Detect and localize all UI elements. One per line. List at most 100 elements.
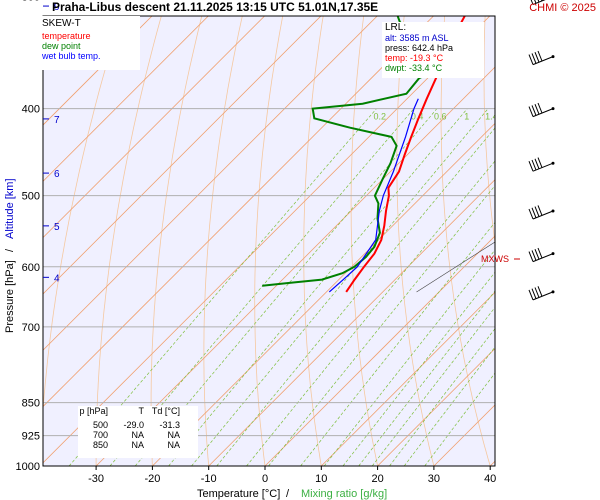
- axes: -30-20-100102030401002003004005006007008…: [16, 0, 497, 485]
- legend-item-dew-point: dew point: [42, 41, 81, 51]
- wind-barb-flag: [531, 288, 537, 299]
- wind-barb: [528, 50, 555, 66]
- grid-lines: [43, 0, 600, 466]
- table-header-temperature: T: [138, 406, 145, 416]
- legend-title: SKEW-T: [42, 18, 81, 29]
- wind-barb-flag: [534, 158, 540, 169]
- grid-labels: 0.20.40.611.4234681012141720255101520222…: [373, 80, 573, 167]
- mixing-ratio-line: [389, 328, 495, 466]
- wind-barb-dot: [551, 55, 555, 59]
- isotherm: [321, 291, 495, 466]
- table-cell: -29.0: [123, 420, 144, 430]
- wind-profile: [528, 0, 555, 301]
- wind-barb: [528, 286, 555, 301]
- pressure-tick-label: 1000: [16, 461, 40, 473]
- x-axis-label-separator: /: [286, 488, 290, 500]
- lrl-title: LRL:: [385, 22, 407, 33]
- lrl-panel: LRL: alt: 3585 m ASL press: 642.4 hPa te…: [382, 22, 484, 78]
- table-cell: NA: [131, 440, 144, 450]
- isotherm: [43, 16, 266, 239]
- legend-item-temperature: temperature: [42, 31, 91, 41]
- mixing-ratio-label: 0.2: [373, 112, 386, 122]
- mixing-ratio-label: 2: [508, 112, 513, 122]
- mixing-ratio-label: 1.4: [485, 112, 498, 122]
- wind-barb-flag: [537, 157, 543, 168]
- level-table: p [hPa] T Td [°C] 500 -29.0 -31.3 700 NA…: [78, 406, 198, 458]
- x-axis-label-temperature: Temperature [°C]: [197, 488, 280, 500]
- table-cell: NA: [167, 430, 180, 440]
- x-tick-label: 30: [428, 473, 440, 485]
- x-tick-label: 40: [484, 473, 496, 485]
- isotherm: [95, 66, 495, 466]
- mixing-ratio-label: 1: [464, 112, 469, 122]
- wind-barb-flag: [537, 50, 543, 62]
- mixing-ratio-line: [403, 346, 495, 466]
- wind-barb-flag: [531, 250, 537, 261]
- wind-barb: [528, 157, 555, 172]
- y-axis-label: Pressure [hPa] / Altitude [km]: [4, 178, 16, 333]
- mixing-ratio-line: [424, 372, 495, 466]
- isotherm-label: -10 °C: [501, 157, 527, 167]
- isotherm-label: -20: [523, 80, 536, 90]
- wind-barb-flag: [534, 0, 537, 4]
- isotherm: [43, 16, 435, 408]
- table-header-dewpoint: Td [°C]: [151, 406, 180, 416]
- isotherm: [43, 16, 378, 351]
- isotherm: [489, 460, 495, 466]
- x-tick-label: -20: [144, 473, 160, 485]
- legend: SKEW-T temperature dew point wet bulb te…: [38, 16, 140, 70]
- wind-barb-dot: [551, 209, 555, 213]
- dry-adiabat: [526, 0, 600, 466]
- pressure-tick-label: 500: [22, 191, 40, 203]
- table-header-pressure: p [hPa]: [79, 406, 108, 416]
- chart-title: Praha-Libus descent 21.11.2025 13:15 UTC…: [52, 0, 378, 14]
- wind-barb-flag: [528, 251, 534, 262]
- table-cell: NA: [167, 440, 180, 450]
- wind-barb-flag: [528, 106, 534, 117]
- isotherm: [208, 179, 495, 466]
- wind-barb-flag: [537, 102, 543, 114]
- wind-barb-flag: [537, 286, 543, 297]
- y-axis-label-separator: /: [4, 248, 16, 252]
- mixing-ratio-label: 4: [555, 112, 560, 122]
- wind-barb-dot: [551, 107, 555, 111]
- isotherm: [264, 235, 495, 466]
- isotherm-label: -10: [560, 99, 573, 109]
- altitude-tick-label: 7: [54, 115, 60, 126]
- wind-barb: [528, 102, 555, 118]
- wind-barb-flag: [528, 289, 534, 301]
- x-tick-label: -10: [201, 473, 217, 485]
- isotherm: [43, 16, 153, 126]
- isotherm: [152, 122, 495, 466]
- wind-barb-flag: [534, 104, 540, 115]
- isotherm: [43, 16, 491, 464]
- pressure-tick-label: 600: [22, 262, 40, 274]
- pressure-tick-label: 925: [22, 431, 40, 443]
- wind-barb-flag: [531, 53, 537, 64]
- x-tick-label: -30: [88, 473, 104, 485]
- table-row: 500 -29.0 -31.3: [78, 420, 198, 430]
- wind-barb: [528, 247, 555, 263]
- wind-barb-flag: [531, 207, 537, 218]
- wind-barb: [530, 0, 546, 5]
- table-header-row: p [hPa] T Td [°C]: [78, 406, 198, 416]
- pressure-tick-label: 700: [22, 322, 40, 334]
- y-axis-label-altitude: Altitude [km]: [4, 178, 16, 239]
- wind-barb-flag: [528, 208, 534, 220]
- table-cell: 500: [92, 420, 108, 430]
- x-axis-label: Temperature [°C] / Mixing ratio [g/kg]: [197, 488, 387, 500]
- table-cell: -31.3: [159, 420, 180, 430]
- mixing-ratio-label: 0.4: [411, 112, 424, 122]
- wind-barb-staff: [532, 162, 554, 172]
- mixing-ratio-line: [246, 160, 495, 466]
- wind-barb-flag: [537, 205, 543, 216]
- dry-adiabat: [483, 16, 495, 247]
- altitude-tick-label: 9: [54, 2, 60, 13]
- pressure-tick-label: 850: [22, 398, 40, 410]
- wind-barb-flag: [531, 105, 537, 116]
- x-tick-label: 20: [371, 473, 383, 485]
- table-row: 700 NA NA: [78, 430, 198, 440]
- parcel-line: [416, 241, 495, 293]
- table-row: 850 NA NA: [78, 440, 198, 450]
